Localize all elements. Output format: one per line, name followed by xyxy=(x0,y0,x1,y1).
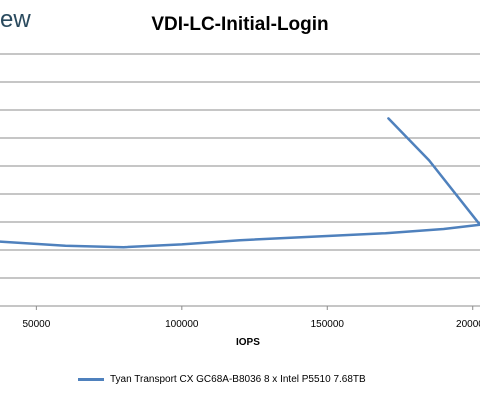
legend-swatch xyxy=(78,378,104,381)
brand-logo-fragment: ew xyxy=(0,6,31,33)
x-tick-label: 100000 xyxy=(165,319,199,330)
x-tick-label: 50000 xyxy=(22,319,50,330)
legend: Tyan Transport CX GC68A-B8036 8 x Intel … xyxy=(78,374,366,385)
x-tick-label: 150000 xyxy=(311,319,345,330)
x-axis-label: IOPS xyxy=(236,337,260,348)
series-line xyxy=(0,117,480,249)
x-tick-label: 200000 xyxy=(456,319,480,330)
legend-label: Tyan Transport CX GC68A-B8036 8 x Intel … xyxy=(110,374,366,385)
chart-title: VDI-LC-Initial-Login xyxy=(151,14,329,35)
